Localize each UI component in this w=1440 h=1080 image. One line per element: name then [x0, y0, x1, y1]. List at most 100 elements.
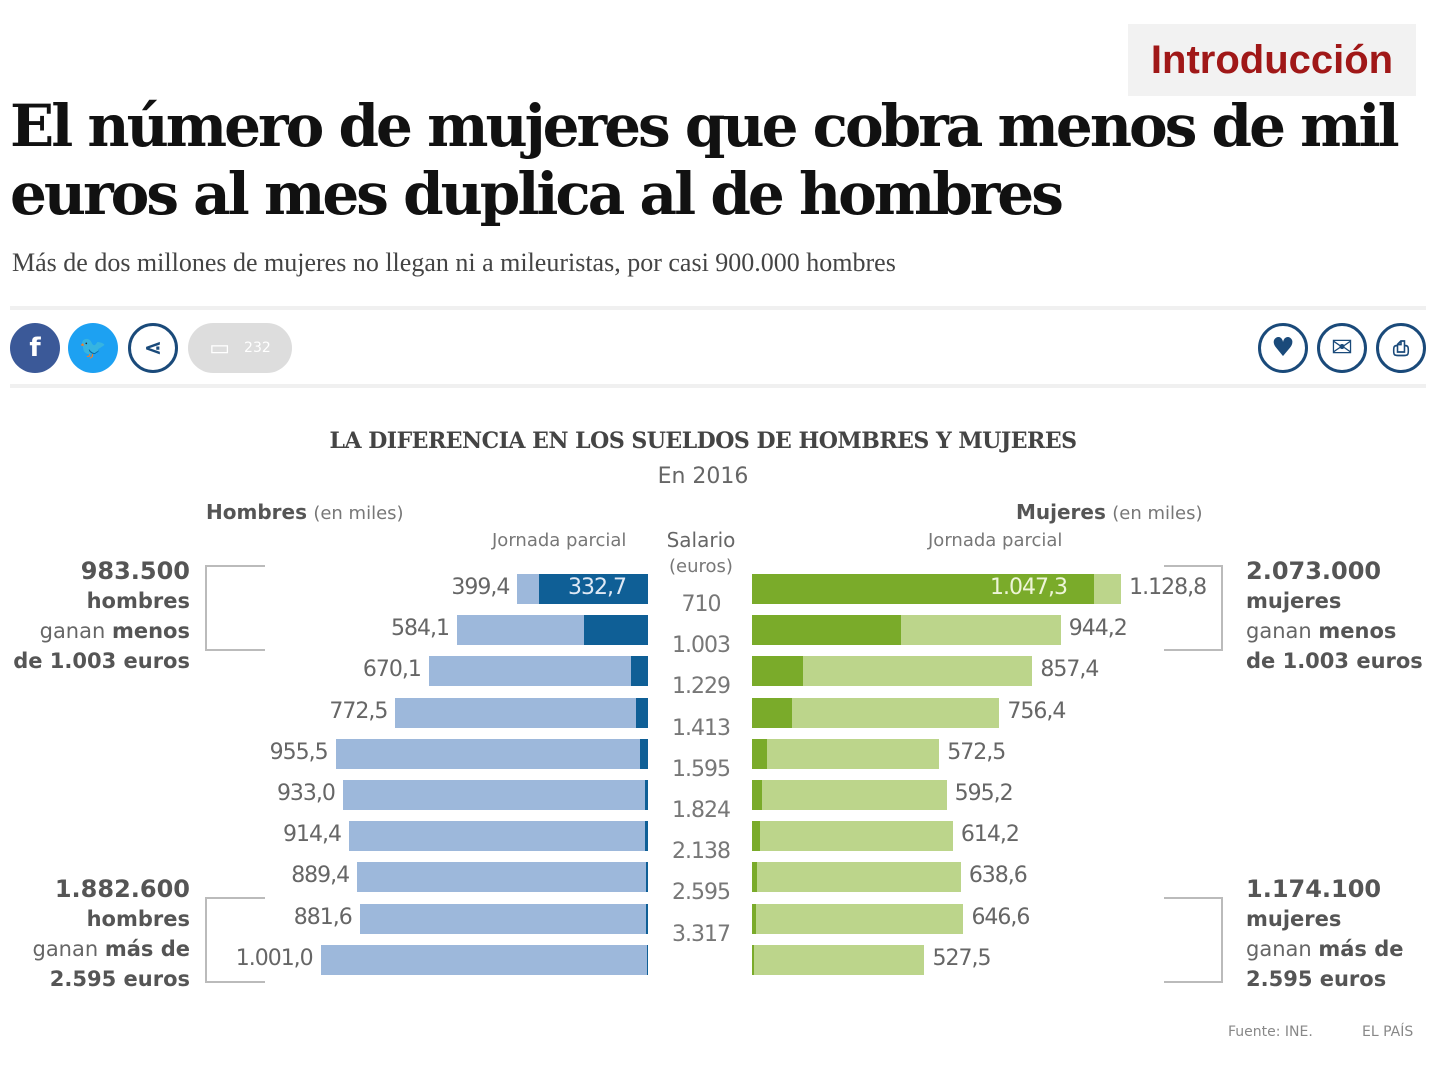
women-bar: [752, 862, 961, 893]
women-part-time-bar: [752, 862, 757, 893]
comment-icon: ▭: [209, 335, 231, 361]
women-value-label: 595,2: [954, 781, 1014, 806]
credit: EL PAÍS: [1362, 1024, 1414, 1040]
print-icon[interactable]: ⎙: [1376, 323, 1426, 373]
salary-tick-label: 1.824: [672, 798, 731, 823]
heart-icon[interactable]: ♥: [1258, 323, 1308, 373]
men-bar: [357, 862, 648, 893]
women-unit: (en miles): [1112, 503, 1203, 524]
men-bar: [395, 697, 648, 728]
women-part-time-bar: [752, 656, 803, 687]
women-value-label: 614,2: [960, 822, 1020, 848]
men-part-time-bar: [646, 862, 648, 893]
women-value-label: 527,5: [932, 945, 991, 971]
men-bar: [342, 780, 648, 810]
chart-subtitle: En 2016: [657, 464, 749, 489]
men-low-bracket: [205, 565, 265, 651]
women-value-label: 572,5: [947, 739, 1006, 765]
salary-label: Salario: [666, 528, 736, 552]
men-part-time-bar: [644, 780, 648, 810]
salary-tick-label: 3.317: [672, 921, 731, 947]
men-bar: [348, 821, 648, 852]
women-part-time-bar: [752, 574, 1095, 604]
subheadline: Más de dos millones de mujeres no llegan…: [12, 248, 896, 277]
women-value-label: 1.128,8: [1129, 575, 1207, 600]
section-badge: Introducción: [1128, 24, 1416, 96]
men-part-time-bar: [645, 821, 648, 852]
women-part-time-bar: [752, 780, 762, 810]
source: Fuente: INE.: [1228, 1024, 1313, 1040]
men-part-time-bar: [635, 697, 648, 728]
women-high-bracket: [1164, 897, 1223, 983]
women-part-time-bar: [752, 697, 792, 728]
men-bar: [335, 738, 648, 769]
women-low-bracket: [1164, 565, 1223, 651]
salary-unit: (euros): [669, 556, 733, 577]
women-value-label: 756,4: [1007, 698, 1066, 724]
share-icon[interactable]: ⋖: [128, 323, 178, 373]
men-part-time-bar: [646, 903, 648, 934]
women-header-label: Mujeres: [1016, 500, 1106, 524]
salary-tick-label: 2.595: [672, 880, 731, 906]
men-value-label: 584,1: [391, 616, 450, 642]
men-value-label: 914,4: [283, 822, 342, 848]
women-low-annotation: 2.073.000 mujeres ganan menos de 1.003 euro…: [1246, 557, 1423, 673]
women-value-label: 638,6: [968, 863, 1028, 889]
women-bar: [752, 903, 964, 934]
men-high-annotation: 1.882.600 hombres ganan más de 2.595 euros: [32, 875, 190, 991]
men-low-annotation: 983.500 hombres ganan menos de 1.003 euros: [13, 557, 190, 673]
men-value-label: 772,5: [329, 698, 388, 724]
women-header: Mujeres (en miles): [1016, 500, 1203, 524]
women-value-label: 944,2: [1068, 616, 1128, 642]
divider: [10, 306, 1426, 310]
men-part-time-value: 332,7: [568, 575, 627, 600]
women-part-time-bar: [752, 738, 768, 769]
men-high-bracket: [205, 897, 265, 983]
men-value-label: 670,1: [362, 657, 422, 683]
women-part-time-bar: [752, 821, 760, 852]
men-header: Hombres (en miles): [206, 500, 404, 524]
comments-button[interactable]: ▭ 232: [188, 323, 292, 373]
salary-tick-label: 1.229: [672, 674, 731, 700]
facebook-icon[interactable]: f: [10, 323, 60, 373]
women-value-label: 857,4: [1040, 657, 1099, 683]
comment-count: 232: [244, 340, 271, 356]
salary-tick-label: 2.138: [672, 839, 731, 865]
women-part-time-value: 1.047,3: [990, 575, 1068, 600]
men-bar: [359, 903, 648, 934]
men-part-time-bar: [539, 574, 648, 604]
women-part-time-label: Jornada parcial: [928, 530, 1063, 551]
women-bar: [752, 821, 953, 852]
salary-tick-label: 1.003: [672, 633, 731, 659]
men-header-label: Hombres: [206, 500, 307, 524]
men-part-time-bar: [583, 615, 648, 646]
men-part-time-bar: [630, 656, 648, 687]
men-value-label: 881,6: [293, 904, 353, 930]
men-bar: [320, 944, 648, 975]
men-value-label: 889,4: [291, 863, 350, 889]
women-high-annotation: 1.174.100 mujeres ganan más de 2.595 euros: [1246, 875, 1404, 991]
men-value-label: 933,0: [276, 781, 336, 806]
women-bar: [752, 738, 940, 769]
men-bar: [428, 656, 648, 687]
women-bar: [752, 780, 947, 810]
men-part-time-bar: [646, 944, 648, 975]
women-part-time-bar: [752, 903, 756, 934]
women-part-time-bar: [752, 944, 754, 975]
men-value-label: 399,4: [451, 575, 510, 600]
headline: El número de mujeres que cobra menos de …: [10, 92, 1400, 228]
men-value-label: 1.001,0: [235, 945, 314, 971]
women-value-label: 646,6: [971, 904, 1030, 930]
men-part-time-label: Jornada parcial: [492, 530, 627, 551]
men-part-time-bar: [640, 738, 648, 769]
salary-tick-label: 1.595: [672, 756, 731, 782]
mail-icon[interactable]: ✉: [1317, 323, 1367, 373]
twitter-icon[interactable]: 🐦: [68, 323, 118, 373]
women-part-time-bar: [752, 615, 902, 646]
women-bar: [752, 697, 1000, 728]
men-value-label: 955,5: [269, 739, 329, 765]
women-bar: [752, 944, 925, 975]
men-unit: (en miles): [313, 503, 404, 524]
